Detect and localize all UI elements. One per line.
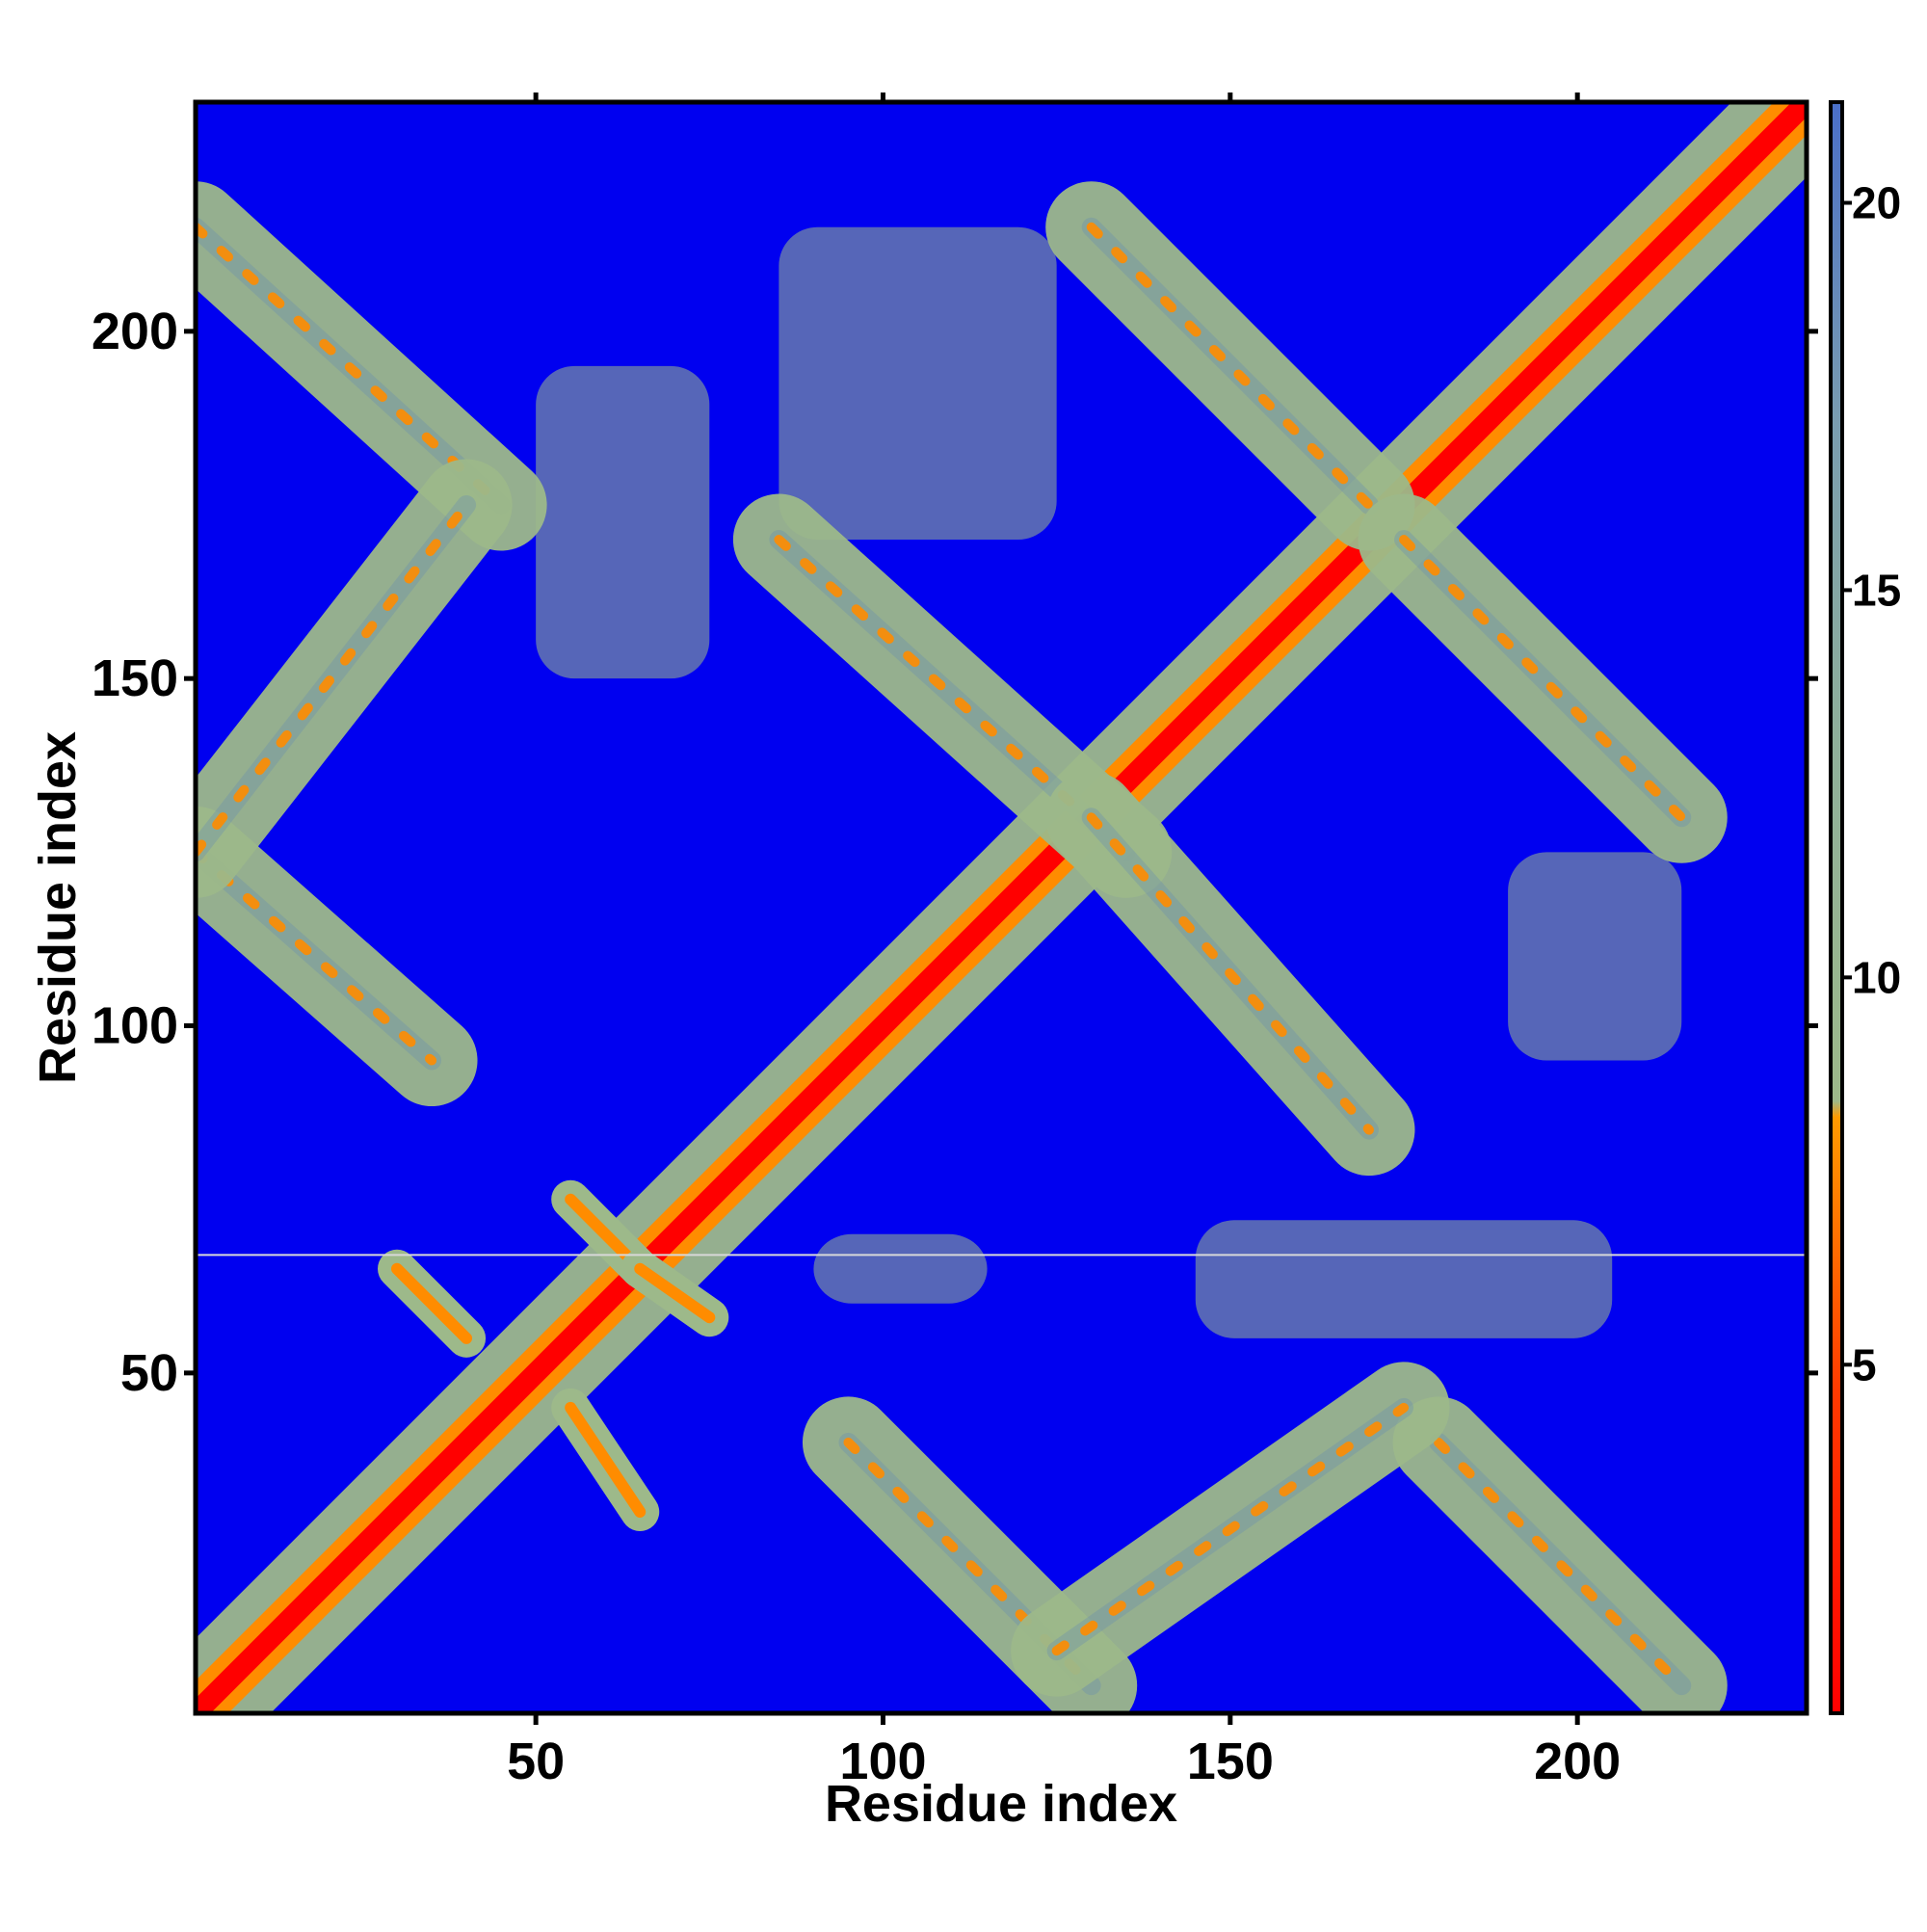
heatmap-plot-area — [196, 102, 1807, 1713]
x-tick-label: 200 — [1534, 1733, 1621, 1790]
colorbar-gradient — [1829, 100, 1844, 1715]
y-tick-label: 100 — [92, 997, 178, 1055]
heatmap-feature-diagonal-band — [196, 459, 513, 898]
heatmap-feature-anti-diagonal-band — [196, 181, 547, 551]
x-tick-label: 150 — [1187, 1733, 1274, 1790]
heatmap-feature-cross-contact — [551, 1388, 660, 1531]
heatmap-feature-sparse-patch — [813, 1233, 988, 1304]
y-tick-label: 150 — [92, 649, 178, 707]
heatmap-feature-sparse-patch — [1195, 1220, 1613, 1338]
x-axis-label: Residue index — [825, 1775, 1177, 1833]
axes: 50 100 150 200 50 100 150 200 — [92, 93, 1818, 1790]
heatmap-feature-main-diagonal — [196, 102, 1807, 1713]
colorbar-tick-label: 15 — [1852, 565, 1901, 615]
heatmap-feature-diagonal-band — [1011, 1362, 1450, 1697]
colorbar-tick-label: 20 — [1852, 178, 1901, 228]
x-tick-label: 50 — [507, 1733, 565, 1790]
colorbar-tick-label: 5 — [1852, 1339, 1877, 1389]
heatmap-feature-sparse-patch — [536, 365, 710, 679]
colorbar: 5 10 15 20 — [1829, 100, 1901, 1715]
heatmap-feature-sparse-patch — [1508, 852, 1682, 1061]
y-axis-label: Residue index — [29, 731, 87, 1084]
heatmap-feature-anti-diagonal-band — [1358, 493, 1728, 863]
heatmap-feature-anti-diagonal-band — [1045, 181, 1415, 551]
heatmap-feature-sparse-patch — [779, 226, 1057, 541]
plot-frame — [193, 99, 1809, 1716]
heatmap-feature-anti-diagonal-band — [196, 806, 478, 1107]
colorbar-tick-label: 10 — [1852, 952, 1901, 1002]
heatmap-feature-anti-diagonal-band — [1045, 771, 1415, 1177]
heatmap-feature-anti-diagonal-band — [1392, 1396, 1728, 1713]
heatmap-feature-cross-contact — [620, 1249, 729, 1337]
y-tick-label: 50 — [120, 1344, 178, 1402]
x-tick-label: 100 — [839, 1733, 926, 1790]
heatmap-feature-cross-contact — [378, 1249, 487, 1358]
y-tick-label: 200 — [92, 303, 178, 360]
